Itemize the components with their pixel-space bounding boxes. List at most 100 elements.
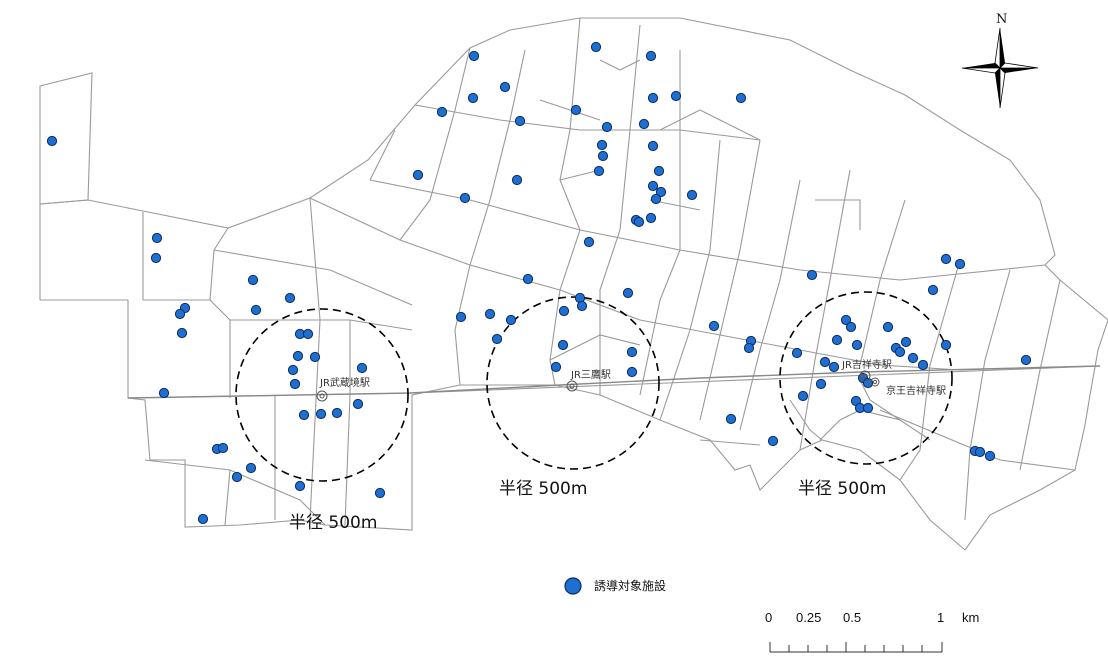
- radius-circle-musashisakai: [235, 308, 409, 482]
- facility-point[interactable]: [436, 106, 448, 118]
- facility-point[interactable]: [626, 346, 638, 358]
- facility-point[interactable]: [626, 366, 638, 378]
- facility-point[interactable]: [557, 339, 569, 351]
- facility-point[interactable]: [670, 90, 682, 102]
- facility-point[interactable]: [845, 321, 857, 333]
- facility-point[interactable]: [815, 378, 827, 390]
- facility-point[interactable]: [309, 351, 321, 363]
- facility-point[interactable]: [550, 361, 562, 373]
- facility-point[interactable]: [597, 150, 609, 162]
- facility-point[interactable]: [570, 104, 582, 116]
- facility-point[interactable]: [468, 50, 480, 62]
- facility-point[interactable]: [576, 300, 588, 312]
- facility-point[interactable]: [708, 320, 720, 332]
- facility-point[interactable]: [831, 334, 843, 346]
- facility-point[interactable]: [927, 284, 939, 296]
- facility-point[interactable]: [1020, 354, 1032, 366]
- facility-point[interactable]: [894, 346, 906, 358]
- facility-point[interactable]: [374, 487, 386, 499]
- facility-point[interactable]: [174, 308, 186, 320]
- facility-point[interactable]: [352, 398, 364, 410]
- radius-circles: [235, 291, 953, 482]
- facility-point[interactable]: [900, 336, 912, 348]
- facility-point[interactable]: [484, 308, 496, 320]
- facility-point[interactable]: [158, 387, 170, 399]
- facility-point[interactable]: [650, 193, 662, 205]
- facility-point[interactable]: [302, 328, 314, 340]
- facility-point[interactable]: [647, 92, 659, 104]
- facility-point[interactable]: [819, 356, 831, 368]
- facility-point[interactable]: [514, 115, 526, 127]
- facility-point[interactable]: [743, 342, 755, 354]
- facility-point[interactable]: [217, 442, 229, 454]
- facility-point[interactable]: [176, 327, 188, 339]
- facility-point[interactable]: [791, 347, 803, 359]
- facility-point[interactable]: [633, 216, 645, 228]
- facility-point[interactable]: [150, 252, 162, 264]
- facility-point[interactable]: [231, 471, 243, 483]
- radius-circle-mitaka: [486, 296, 660, 470]
- facility-point[interactable]: [245, 462, 257, 474]
- facility-point[interactable]: [735, 92, 747, 104]
- facility-point[interactable]: [250, 304, 262, 316]
- facility-point[interactable]: [882, 321, 894, 333]
- facility-point[interactable]: [596, 139, 608, 151]
- facility-point[interactable]: [647, 180, 659, 192]
- facility-point[interactable]: [505, 314, 517, 326]
- facility-point[interactable]: [583, 236, 595, 248]
- station-markers: [316, 370, 880, 402]
- facility-point[interactable]: [622, 287, 634, 299]
- facility-point[interactable]: [197, 513, 209, 525]
- facility-point[interactable]: [467, 92, 479, 104]
- facility-point[interactable]: [46, 135, 58, 147]
- facility-point[interactable]: [356, 362, 368, 374]
- facility-point[interactable]: [315, 408, 327, 420]
- facility-point[interactable]: [940, 339, 952, 351]
- facility-point[interactable]: [806, 269, 818, 281]
- legend-facility-label: 誘導対象施設: [594, 578, 666, 593]
- facility-point[interactable]: [601, 121, 613, 133]
- facility-point[interactable]: [907, 352, 919, 364]
- facility-point[interactable]: [298, 409, 310, 421]
- facility-point[interactable]: [289, 378, 301, 390]
- radius-label-kichijoji: 半径 500m: [798, 479, 886, 499]
- facility-point[interactable]: [459, 192, 471, 204]
- facility-point[interactable]: [767, 435, 779, 447]
- facility-point[interactable]: [984, 450, 996, 462]
- facility-point[interactable]: [686, 189, 698, 201]
- facility-point[interactable]: [511, 174, 523, 186]
- facility-point[interactable]: [292, 350, 304, 362]
- facility-point[interactable]: [917, 359, 929, 371]
- facility-point[interactable]: [638, 118, 650, 130]
- facility-point[interactable]: [647, 140, 659, 152]
- facility-point[interactable]: [851, 339, 863, 351]
- facility-point[interactable]: [725, 413, 737, 425]
- facility-point[interactable]: [655, 186, 667, 198]
- facility-point[interactable]: [294, 480, 306, 492]
- facility-point[interactable]: [840, 314, 852, 326]
- facility-point[interactable]: [499, 81, 511, 93]
- facility-point[interactable]: [491, 333, 503, 345]
- facility-point[interactable]: [590, 41, 602, 53]
- facility-point[interactable]: [412, 169, 424, 181]
- facility-point[interactable]: [974, 446, 986, 458]
- facility-point[interactable]: [558, 305, 570, 317]
- facility-point[interactable]: [284, 292, 296, 304]
- facility-point[interactable]: [797, 390, 809, 402]
- radius-circle-kichijoji: [779, 291, 953, 465]
- facility-point[interactable]: [331, 407, 343, 419]
- facility-point[interactable]: [940, 253, 952, 265]
- facility-point[interactable]: [287, 364, 299, 376]
- facility-point[interactable]: [455, 311, 467, 323]
- facility-point[interactable]: [522, 273, 534, 285]
- facility-point[interactable]: [247, 274, 259, 286]
- facility-point[interactable]: [593, 165, 605, 177]
- facility-point[interactable]: [653, 165, 665, 177]
- facility-point[interactable]: [828, 361, 840, 373]
- facility-point[interactable]: [645, 212, 657, 224]
- facility-point[interactable]: [151, 232, 163, 244]
- facility-point[interactable]: [954, 258, 966, 270]
- facility-point[interactable]: [862, 402, 874, 414]
- facility-point[interactable]: [645, 50, 657, 62]
